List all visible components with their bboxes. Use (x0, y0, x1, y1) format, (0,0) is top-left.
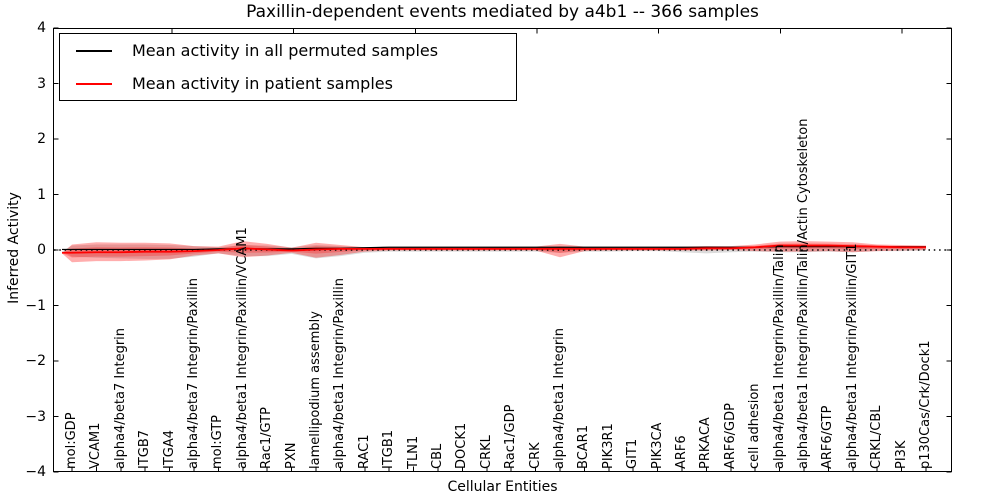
legend-item-patient: Mean activity in patient samples (60, 67, 516, 100)
patient-range-band (62, 241, 926, 263)
x-tick-label: alpha4/beta1 Integrin/Paxillin/GIT1 (844, 243, 860, 469)
y-tick-label: 2 (37, 131, 46, 147)
x-tick-label: alpha4/beta1 Integrin/Paxillin/Talin (771, 244, 787, 469)
x-tick-label: ITGB7 (137, 429, 153, 469)
x-tick-label: BCAR1 (576, 425, 592, 469)
permuted-mean-line (62, 246, 926, 251)
x-tick-label: alpha4/beta7 Integrin (112, 327, 128, 469)
x-tick-label: p130Cas/Crk/Dock1 (918, 340, 933, 469)
x-axis-label: Cellular Entities (447, 479, 558, 495)
x-tick-label: alpha4/beta1 Integrin/Paxillin/VCAM1 (234, 227, 250, 469)
x-tick-label: mol:GTP (210, 415, 226, 469)
x-tick-label: PI3K (893, 440, 909, 469)
x-tick-label: ITGB1 (381, 429, 397, 469)
x-tick-label: mol:GDP (64, 412, 79, 469)
y-tick-label: −1 (25, 297, 46, 314)
patient-line-swatch (76, 82, 112, 85)
y-tick-label: 4 (37, 20, 46, 36)
x-tick-label: alpha4/beta1 Integrin (552, 327, 567, 469)
x-tick-label: alpha4/beta1 Integrin/Paxillin (332, 277, 348, 469)
x-tick-label: VCAM1 (88, 422, 104, 469)
x-tick-label: DOCK1 (454, 422, 470, 469)
x-tick-label: PIK3CA (649, 422, 665, 469)
patient-mean-line (62, 244, 926, 254)
legend-label-permuted: Mean activity in all permuted samples (132, 41, 439, 60)
x-tick-label: PIK3R1 (600, 423, 616, 469)
x-tick-label: ARF6/GDP (722, 403, 738, 469)
x-tick-label: RAC1 (356, 434, 372, 469)
y-tick-label: 0 (37, 242, 46, 258)
chart-title: Paxillin-dependent events mediated by a4… (246, 2, 759, 22)
y-tick-label: −4 (25, 464, 46, 480)
x-tick-label: PXN (283, 442, 299, 469)
x-tick-label: Rac1/GDP (503, 404, 519, 469)
y-tick-label: 1 (37, 186, 46, 203)
x-tick-label: CRKL (478, 435, 494, 469)
permuted-line-swatch (76, 49, 112, 52)
x-tick-label: Rac1/GTP (259, 407, 275, 469)
x-tick-label: ITGA4 (161, 429, 177, 469)
x-tick-label: CRKL/CBL (869, 405, 885, 470)
y-tick-label: −3 (25, 408, 46, 425)
x-tick-label: ARF6 (674, 435, 689, 469)
x-tick-label: PRKACA (698, 417, 714, 469)
x-tick-label: CBL (430, 443, 445, 469)
legend-item-permuted: Mean activity in all permuted samples (60, 34, 516, 67)
x-tick-label: lamellipodium assembly (308, 311, 323, 469)
legend-label-patient: Mean activity in patient samples (132, 74, 393, 93)
x-tick-label: ARF6/GTP (820, 405, 836, 469)
x-tick-label: alpha4/beta1 Integrin/Paxillin/Talin/Act… (796, 118, 811, 469)
x-tick-label: GIT1 (625, 438, 641, 469)
x-tick-label: cell adhesion (747, 383, 763, 469)
y-tick-label: −2 (25, 353, 46, 369)
legend: Mean activity in all permuted samples Me… (59, 33, 517, 101)
x-tick-label: TLN1 (405, 435, 421, 469)
y-tick-label: 3 (37, 75, 46, 92)
x-tick-label: CRK (527, 442, 543, 469)
x-tick-label: alpha4/beta7 Integrin/Paxillin (186, 277, 201, 469)
